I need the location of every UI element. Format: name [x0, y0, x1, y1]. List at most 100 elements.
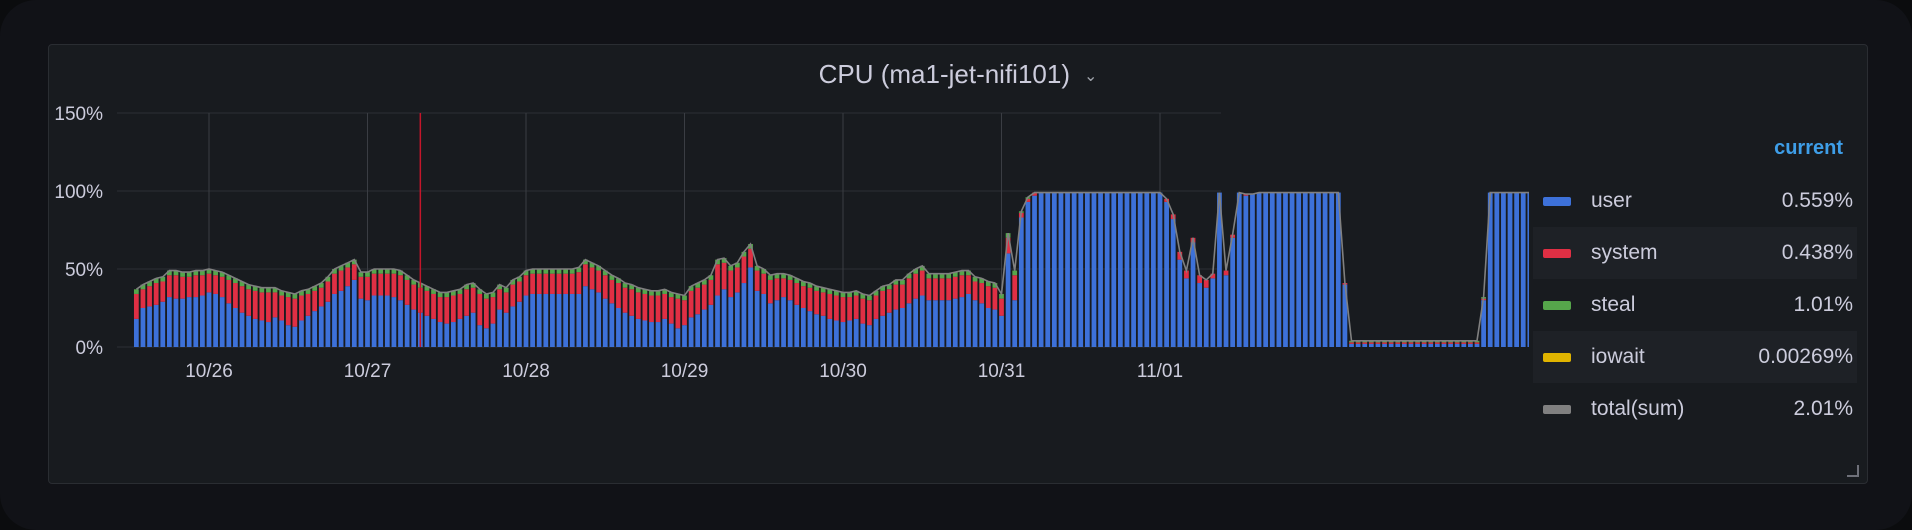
bar-user[interactable]	[748, 267, 753, 347]
bar-steal[interactable]	[721, 258, 727, 263]
bar-steal[interactable]	[285, 292, 291, 298]
bar-steal[interactable]	[193, 270, 199, 276]
bar-user[interactable]	[424, 315, 430, 347]
bar-steal[interactable]	[398, 270, 403, 276]
bar-user[interactable]	[814, 314, 819, 347]
bar-system[interactable]	[668, 297, 674, 324]
bar-steal[interactable]	[840, 292, 846, 298]
bar-steal[interactable]	[576, 267, 582, 273]
bar-user[interactable]	[338, 290, 344, 347]
bar-user[interactable]	[840, 322, 846, 347]
bar-steal[interactable]	[305, 289, 311, 294]
bar-steal[interactable]	[530, 269, 535, 274]
bar-steal[interactable]	[939, 273, 945, 279]
bar-system[interactable]	[259, 292, 265, 321]
bar-system[interactable]	[1415, 342, 1420, 344]
bar-user[interactable]	[318, 306, 324, 347]
bar-user[interactable]	[1388, 343, 1394, 347]
bar-system[interactable]	[305, 293, 311, 316]
bar-steal[interactable]	[774, 273, 780, 279]
bar-user[interactable]	[1401, 343, 1407, 347]
bar-user[interactable]	[992, 309, 998, 347]
bar-steal[interactable]	[933, 273, 938, 279]
bar-user[interactable]	[398, 300, 403, 347]
bar-user[interactable]	[1309, 192, 1315, 347]
bar-system[interactable]	[200, 275, 205, 296]
bar-steal[interactable]	[279, 290, 285, 296]
bar-system[interactable]	[523, 275, 529, 296]
bar-user[interactable]	[1243, 195, 1249, 347]
bar-system[interactable]	[1428, 342, 1434, 344]
bar-user[interactable]	[688, 317, 694, 347]
bar-steal[interactable]	[543, 269, 549, 274]
bar-system[interactable]	[378, 273, 384, 296]
bar-user[interactable]	[503, 312, 509, 347]
bar-system[interactable]	[820, 292, 826, 316]
bar-user[interactable]	[457, 318, 463, 347]
legend-label[interactable]: total(sum)	[1591, 397, 1685, 420]
bar-user[interactable]	[972, 300, 978, 347]
bar-user[interactable]	[1065, 192, 1070, 347]
cpu-chart[interactable]: 0% 50% 100% 150% 10/26 10/27 10/28 10/29 10/30 10…	[49, 45, 1529, 405]
bar-steal[interactable]	[622, 283, 628, 288]
bar-system[interactable]	[517, 281, 522, 302]
bar-user[interactable]	[662, 318, 668, 347]
bar-system[interactable]	[1474, 342, 1480, 344]
bar-user[interactable]	[523, 295, 529, 347]
bar-system[interactable]	[1210, 273, 1216, 279]
bar-user[interactable]	[754, 290, 760, 347]
bar-steal[interactable]	[583, 259, 588, 265]
bar-system[interactable]	[1401, 342, 1407, 344]
bar-steal[interactable]	[668, 292, 674, 298]
bar-user[interactable]	[893, 309, 899, 347]
bar-system[interactable]	[252, 290, 258, 319]
bar-steal[interactable]	[834, 290, 839, 296]
bar-system[interactable]	[437, 297, 443, 323]
bar-steal[interactable]	[728, 265, 734, 271]
bar-steal[interactable]	[338, 265, 344, 271]
bar-user[interactable]	[880, 315, 886, 347]
bar-user[interactable]	[464, 315, 469, 347]
bar-system[interactable]	[616, 283, 621, 308]
bar-user[interactable]	[325, 301, 331, 347]
bar-steal[interactable]	[444, 292, 450, 298]
bar-system[interactable]	[1375, 342, 1381, 344]
bar-system[interactable]	[609, 279, 615, 304]
bar-steal[interactable]	[596, 265, 602, 271]
bar-system[interactable]	[536, 273, 542, 294]
bar-steal[interactable]	[847, 292, 852, 298]
bar-system[interactable]	[318, 287, 324, 307]
legend-item-user[interactable]: user 0.559%	[1533, 175, 1857, 227]
bar-system[interactable]	[893, 284, 899, 310]
bar-user[interactable]	[985, 308, 991, 347]
bar-system[interactable]	[213, 275, 218, 294]
bar-steal[interactable]	[992, 283, 998, 288]
bar-user[interactable]	[285, 325, 291, 347]
bar-steal[interactable]	[200, 270, 205, 276]
bar-user[interactable]	[358, 298, 364, 347]
bar-user[interactable]	[1051, 192, 1057, 347]
bar-user[interactable]	[933, 300, 938, 347]
bar-user[interactable]	[1084, 192, 1090, 347]
bar-steal[interactable]	[886, 284, 892, 290]
bar-steal[interactable]	[629, 284, 635, 290]
bar-system[interactable]	[497, 289, 502, 310]
bar-user[interactable]	[378, 295, 384, 347]
bar-system[interactable]	[457, 293, 463, 319]
bar-user[interactable]	[1144, 192, 1150, 347]
bar-steal[interactable]	[556, 269, 562, 274]
bar-steal[interactable]	[371, 269, 377, 274]
bar-user[interactable]	[1329, 192, 1335, 347]
bar-system[interactable]	[1434, 342, 1440, 344]
bar-user[interactable]	[668, 323, 674, 347]
bar-user[interactable]	[1005, 253, 1011, 347]
bar-user[interactable]	[966, 293, 971, 347]
bar-system[interactable]	[1408, 342, 1414, 344]
bar-steal[interactable]	[814, 286, 819, 291]
bar-user[interactable]	[490, 323, 496, 347]
bar-user[interactable]	[1375, 343, 1381, 347]
bar-user[interactable]	[510, 306, 516, 347]
bar-steal[interactable]	[180, 272, 185, 277]
bar-system[interactable]	[959, 275, 965, 298]
bar-steal[interactable]	[800, 281, 806, 287]
